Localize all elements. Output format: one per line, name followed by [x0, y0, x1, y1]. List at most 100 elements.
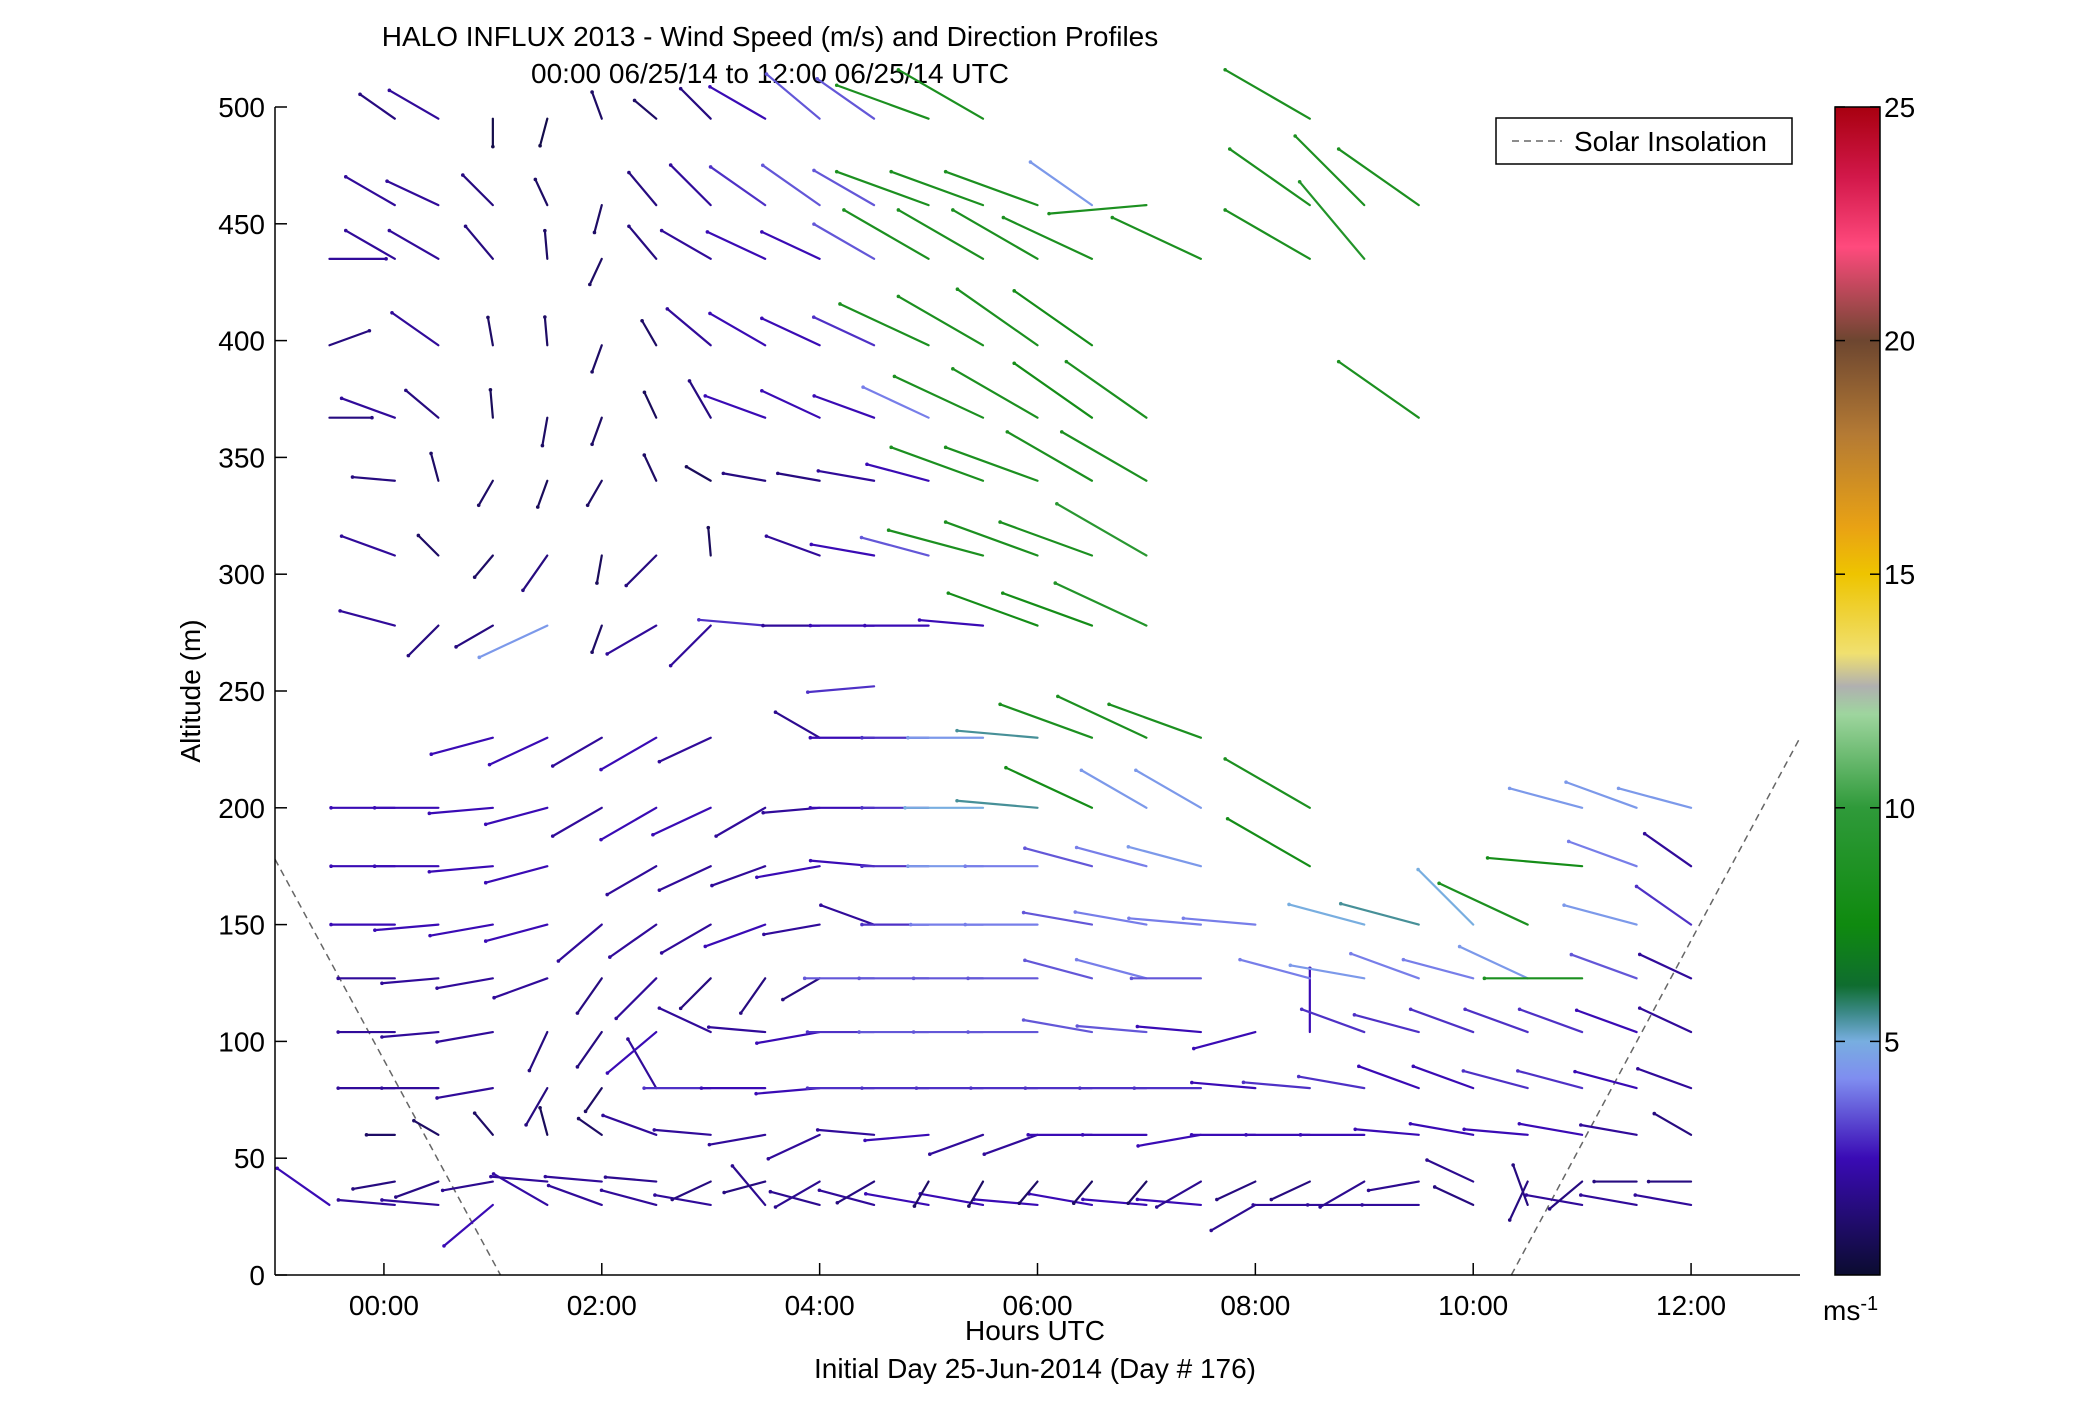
- wind-vector: [1354, 1128, 1420, 1136]
- wind-vector-head: [967, 1204, 971, 1208]
- wind-vector-head: [1126, 1201, 1131, 1206]
- wind-vector-head: [550, 764, 555, 768]
- wind-vector-head: [1026, 1133, 1031, 1137]
- x-tick-label: 10:00: [1438, 1290, 1508, 1321]
- wind-vector: [863, 1133, 930, 1142]
- wind-vector: [816, 1128, 876, 1136]
- y-tick-label: 450: [218, 209, 265, 240]
- wind-vector: [435, 977, 494, 990]
- wind-vector: [626, 1037, 658, 1090]
- wind-vector-head: [605, 652, 609, 656]
- wind-vector: [1518, 1008, 1584, 1034]
- wind-vector: [761, 164, 821, 207]
- wind-vector-head: [754, 1091, 758, 1096]
- wind-vector-head: [760, 163, 765, 168]
- wind-vector: [865, 463, 930, 482]
- y-tick-label: 150: [218, 910, 265, 941]
- wind-vector-head: [1511, 1163, 1515, 1167]
- wind-vector: [1412, 1065, 1475, 1090]
- wind-vector-head: [906, 864, 910, 868]
- wind-vector-head: [1579, 1193, 1583, 1197]
- wind-vector: [1297, 1075, 1366, 1090]
- wind-vector: [1054, 581, 1148, 627]
- wind-vector: [1270, 1180, 1311, 1201]
- wind-vector-head: [1135, 1024, 1140, 1029]
- wind-vector-head: [755, 1041, 759, 1045]
- x-tick-label: 08:00: [1220, 1290, 1290, 1321]
- wind-vector-head: [1181, 916, 1186, 921]
- wind-vector-head: [811, 315, 816, 319]
- colorbar-tick-label: 25: [1884, 92, 1915, 123]
- wind-vector-head: [1357, 1064, 1361, 1069]
- wind-vector-head: [1616, 786, 1621, 791]
- wind-vector-head: [1517, 1007, 1522, 1012]
- wind-vector: [606, 624, 658, 656]
- wind-vector-head: [835, 1201, 840, 1205]
- wind-vector-head: [914, 1086, 919, 1090]
- wind-vector-head: [1055, 502, 1059, 506]
- x-axis-label: Hours UTC: [965, 1315, 1105, 1346]
- wind-vector-head: [575, 1011, 580, 1015]
- wind-vector-head: [860, 735, 864, 740]
- wind-vector: [913, 1180, 930, 1208]
- wind-vector: [1634, 1193, 1693, 1207]
- wind-vector-head: [477, 655, 482, 660]
- wind-vector: [428, 865, 494, 873]
- wind-vector: [1638, 953, 1693, 980]
- wind-vector: [373, 923, 440, 932]
- wind-vector-head: [627, 224, 631, 229]
- wind-vector: [1111, 216, 1202, 260]
- wind-vector-head: [1637, 952, 1642, 957]
- wind-vector-head: [1287, 902, 1291, 907]
- colorbar-tick-label: 15: [1884, 559, 1915, 590]
- wind-vector-head: [892, 374, 897, 379]
- wind-vector-head: [575, 1065, 580, 1069]
- wind-vector: [435, 1087, 494, 1100]
- wind-vector-head: [764, 72, 769, 76]
- wind-vector-head: [343, 228, 348, 233]
- wind-vector-head: [590, 90, 594, 94]
- wind-vector: [1349, 952, 1420, 980]
- wind-vector-head: [427, 811, 432, 816]
- wind-vector-head: [339, 534, 344, 538]
- wind-vector: [1353, 1013, 1420, 1034]
- colorbar-unit: ms-1: [1823, 1293, 1878, 1326]
- y-axis-ticks: 0 50 100 150 200 250 300 350 400 450 500: [218, 92, 287, 1291]
- wind-vector: [955, 799, 1039, 809]
- wind-vector: [643, 391, 658, 419]
- wind-vector-head: [1463, 1007, 1467, 1012]
- wind-vector: [489, 1175, 549, 1183]
- wind-vector: [897, 295, 985, 347]
- wind-vector: [344, 175, 396, 207]
- wind-vector-head: [761, 810, 766, 815]
- wind-vector-head: [599, 837, 603, 842]
- wind-vector: [944, 446, 1039, 482]
- wind-vector: [755, 1030, 821, 1045]
- y-tick-label: 500: [218, 92, 265, 123]
- wind-vector: [1417, 868, 1475, 926]
- wind-vector: [388, 89, 440, 120]
- wind-vector: [1006, 430, 1094, 482]
- wind-vector: [944, 520, 1039, 557]
- wind-vector: [1022, 1018, 1094, 1034]
- wind-vector-head: [1633, 1193, 1638, 1197]
- wind-vector-head: [860, 922, 864, 927]
- wind-vector-head: [339, 396, 344, 401]
- wind-vector: [1023, 959, 1094, 980]
- wind-vector-head: [808, 806, 813, 810]
- wind-vector: [590, 90, 603, 120]
- wind-vector-head: [543, 1174, 548, 1179]
- wind-vector: [643, 453, 658, 482]
- wind-vector: [709, 165, 767, 207]
- wind-vector: [1072, 1180, 1094, 1205]
- wind-vector: [521, 554, 549, 592]
- wind-vector: [557, 923, 603, 963]
- wind-vector-head: [350, 475, 355, 479]
- wind-vector: [1107, 703, 1202, 739]
- wind-vector-head: [1227, 147, 1232, 151]
- y-tick-label: 300: [218, 559, 265, 590]
- colorbar-unit-exponent: -1: [1860, 1293, 1878, 1315]
- wind-vector: [810, 543, 876, 557]
- wind-vector: [972, 1198, 1039, 1207]
- wind-vector-head: [706, 1025, 711, 1029]
